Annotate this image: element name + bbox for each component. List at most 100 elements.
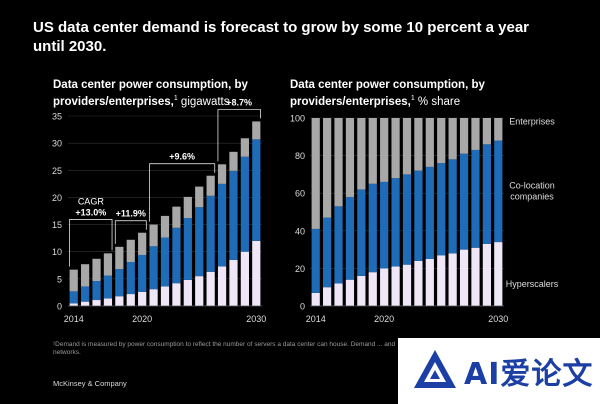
chart1-y-tick-label: 60 [295,189,305,199]
chart0-bar-hyperscalers [195,276,204,306]
chart0-y-tick-label: 30 [52,139,62,149]
chart0-bar-hyperscalers [217,266,227,306]
chart0-bar-enterprises [195,186,204,208]
chart1-bar-hyperscalers [425,259,434,306]
left-subtitle-sup: 1 [173,95,178,102]
chart1-bar-hyperscalers [414,260,423,306]
chart0-bar-hyperscalers [126,294,135,306]
chart0-bar-hyperscalers [252,240,261,306]
chart1-bar-hyperscalers [345,279,355,306]
chart1-bar-enterprises [334,118,343,207]
chart1-bar-co-location-companies [471,149,480,248]
chart1-bar-hyperscalers [494,242,503,306]
chart1-bar-enterprises [494,118,503,141]
chart0-bar-enterprises [229,151,238,171]
chart1-bar-co-location-companies [357,189,366,276]
chart1-x-tick-label: 2030 [488,314,508,324]
chart1-bar-enterprises [425,118,434,167]
chart1-y-tick-label: 20 [295,264,305,274]
chart0-bar-co-location-companies [240,156,249,252]
chart0-bar-hyperscalers [138,291,147,306]
chart0-bar-enterprises [240,138,249,157]
chart1-bar-enterprises [357,118,366,190]
chart1-bar-enterprises [311,118,320,229]
chart0-annotation-bracket [217,109,261,162]
chart1-bar-enterprises [471,118,480,150]
chart1-bar-hyperscalers [323,287,332,306]
chart0-bar-hyperscalers [160,286,170,306]
chart0-y-tick-label: 5 [57,274,62,284]
chart1-bar-hyperscalers [402,264,412,306]
chart0-bar-co-location-companies [160,237,170,287]
chart1-bar-co-location-companies [448,159,457,254]
chart1-bar-co-location-companies [323,217,332,288]
chart0-annotation-label: +9.6% [169,152,195,162]
chart0-bar-hyperscalers [229,259,238,306]
right-subtitle-unit: % share [417,95,461,108]
chart0-x-tick-label: 2030 [246,314,266,324]
chart1-bar-hyperscalers [448,253,457,306]
chart1-x-tick-label: 2020 [374,314,394,324]
chart1-bar-co-location-companies [459,153,469,250]
chart1-bar-enterprises [437,118,446,164]
chart0-annotation-label: +11.9% [116,209,146,219]
chart0-bar-co-location-companies [126,262,135,295]
chart0-x-tick-label: 2014 [64,314,84,324]
watermark: AI爱论文 [398,338,600,404]
chart1-y-tick-label: 40 [295,226,305,236]
chart0-bar-hyperscalers [92,300,101,306]
chart1-bar-enterprises [482,118,491,145]
chart0-y-tick-label: 35 [52,112,62,122]
chart1-bar-hyperscalers [380,268,389,306]
chart1-bar-co-location-companies [391,178,400,267]
chart0-bar-co-location-companies [195,207,204,277]
chart1-bar-hyperscalers [471,247,480,306]
chart0-bar-enterprises [217,164,227,184]
chart0-annotation-bracket [69,218,113,267]
chart0-bar-enterprises [138,232,147,255]
chart1-bar-hyperscalers [334,283,343,306]
chart0-bar-enterprises [81,264,90,287]
chart0-bar-enterprises [115,246,124,270]
chart0-bar-co-location-companies [217,183,227,267]
chart1-bar-co-location-companies [380,181,389,269]
chart1-bar-enterprises [368,118,377,184]
chart0-bar-enterprises [92,258,101,282]
chart1-bar-co-location-companies [425,166,434,259]
chart1-bar-co-location-companies [345,196,355,280]
chart0-x-tick-label: 2020 [132,314,152,324]
chart0-bar-hyperscalers [172,283,181,306]
chart0-annotation-label: +13.0% [75,207,106,217]
right-chart-subtitle: Data center power consumption, by provid… [290,78,520,109]
chart1-bar-co-location-companies [437,163,446,256]
chart1-bar-hyperscalers [482,243,491,306]
chart0-bar-co-location-companies [149,246,158,290]
chart1-x-tick-label: 2014 [306,314,326,324]
chart0-bar-co-location-companies [206,195,215,272]
chart0-bar-hyperscalers [103,298,113,306]
chart1-bar-hyperscalers [311,292,320,306]
chart0-bar-co-location-companies [115,269,124,297]
chart1-bar-enterprises [345,118,355,197]
chart1-y-tick-label: 80 [295,151,305,161]
chart0-bar-enterprises [149,224,158,247]
chart1-legend-label: companies [510,191,554,201]
right-subtitle-main: Data center power consumption, by provid… [290,79,485,108]
chart0-annotation-label: +8.7% [226,97,252,107]
chart1-bar-enterprises [459,118,469,154]
chart0-bar-hyperscalers [115,296,124,306]
chart0-bar-enterprises [160,215,170,238]
chart1-y-tick-label: 0 [300,302,305,312]
chart0-bar-co-location-companies [138,254,147,292]
chart1-legend-label: Hyperscalers [506,279,559,289]
source-label: McKinsey & Company [53,379,127,388]
chart1-bar-enterprises [448,118,457,160]
chart1-legend-label: Co-location [509,180,555,190]
chart1-y-tick-label: 100 [290,114,305,124]
left-chart-subtitle: Data center power consumption, by provid… [53,78,283,109]
chart0-annotation-bracket [149,163,216,222]
chart0-bar-hyperscalers [149,289,158,306]
chart0-bar-co-location-companies [69,291,78,304]
chart0-bar-hyperscalers [81,301,90,306]
